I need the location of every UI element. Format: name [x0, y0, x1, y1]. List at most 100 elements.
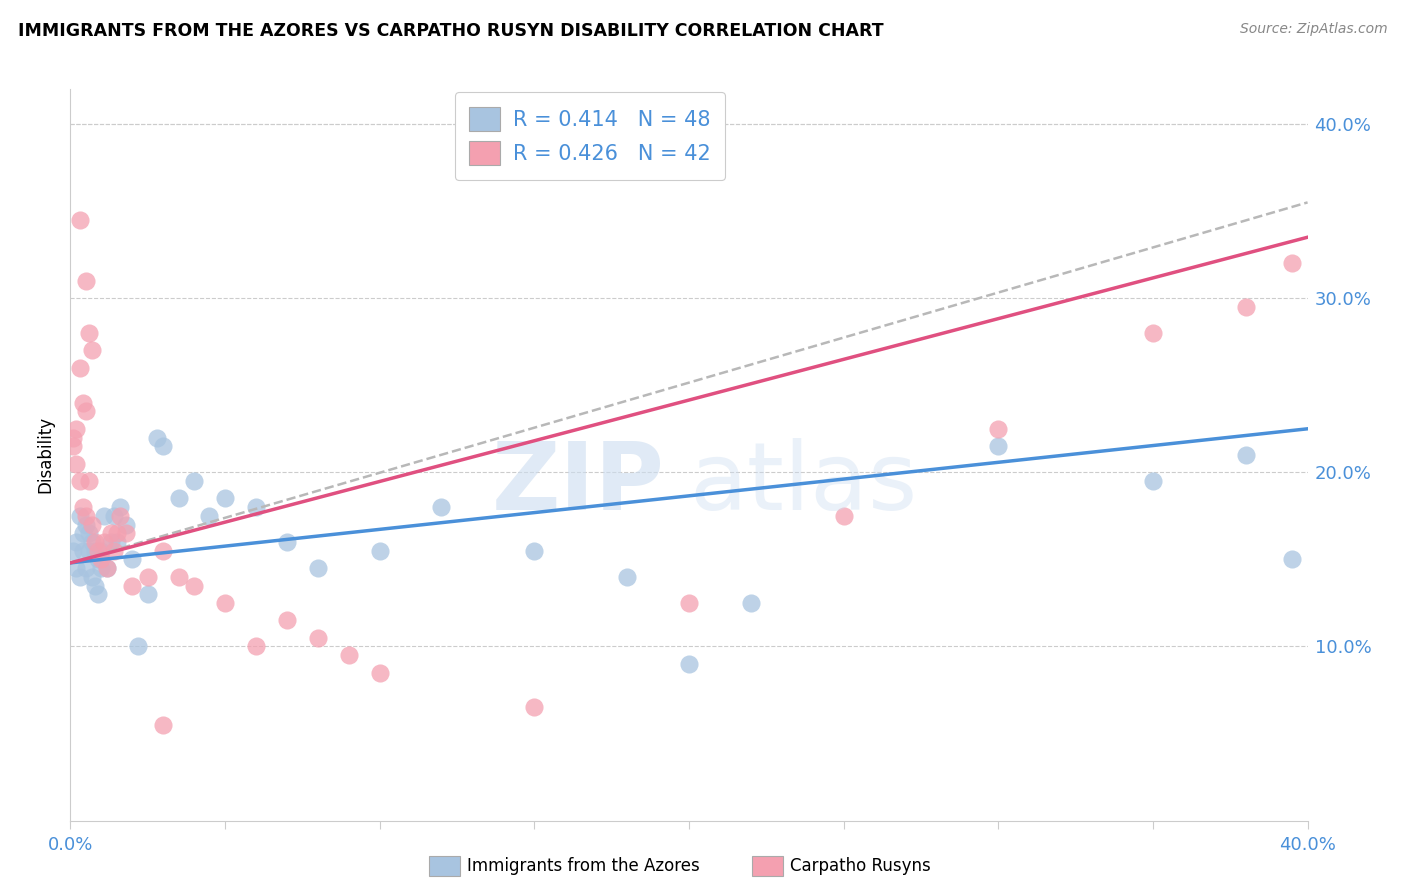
- Point: [84, 578, 107, 592]
- Point: [77, 326, 100, 340]
- Point: [75, 561, 97, 575]
- Point: [214, 491, 236, 506]
- Point: [678, 596, 700, 610]
- Point: [108, 508, 131, 523]
- Point: [368, 543, 391, 558]
- Point: [72, 543, 94, 558]
- Point: [245, 640, 267, 654]
- Point: [987, 422, 1010, 436]
- Point: [368, 665, 391, 680]
- Point: [103, 543, 125, 558]
- Point: [121, 578, 143, 592]
- Point: [245, 500, 267, 515]
- Point: [105, 526, 128, 541]
- Point: [183, 474, 205, 488]
- Y-axis label: Disability: Disability: [37, 417, 55, 493]
- Point: [136, 570, 159, 584]
- Point: [65, 535, 87, 549]
- Point: [152, 718, 174, 732]
- Point: [1234, 448, 1257, 462]
- Point: [1142, 326, 1164, 340]
- Point: [96, 561, 118, 575]
- Point: [69, 508, 91, 523]
- Point: [87, 587, 110, 601]
- Point: [62, 543, 84, 558]
- Point: [69, 360, 91, 375]
- Point: [69, 212, 91, 227]
- Point: [72, 526, 94, 541]
- Point: [100, 535, 122, 549]
- Text: Source: ZipAtlas.com: Source: ZipAtlas.com: [1240, 22, 1388, 37]
- Point: [77, 543, 100, 558]
- Point: [121, 552, 143, 566]
- Point: [167, 570, 190, 584]
- Point: [72, 395, 94, 409]
- Point: [740, 596, 762, 610]
- Point: [80, 570, 103, 584]
- Point: [1142, 474, 1164, 488]
- Point: [65, 561, 87, 575]
- Point: [75, 517, 97, 532]
- Point: [523, 543, 546, 558]
- Point: [93, 535, 115, 549]
- Point: [115, 526, 138, 541]
- Point: [108, 500, 131, 515]
- Point: [1281, 552, 1303, 566]
- Point: [987, 439, 1010, 453]
- Point: [832, 508, 855, 523]
- Point: [276, 613, 298, 627]
- Point: [523, 700, 546, 714]
- Point: [62, 430, 84, 444]
- Point: [90, 543, 112, 558]
- Point: [136, 587, 159, 601]
- Point: [152, 543, 174, 558]
- Point: [115, 517, 138, 532]
- Point: [616, 570, 638, 584]
- Point: [80, 343, 103, 358]
- Point: [87, 552, 110, 566]
- Point: [69, 474, 91, 488]
- Text: Immigrants from the Azores: Immigrants from the Azores: [467, 857, 700, 875]
- Point: [678, 657, 700, 671]
- Point: [276, 535, 298, 549]
- Point: [103, 508, 125, 523]
- Point: [96, 561, 118, 575]
- Point: [307, 631, 329, 645]
- Point: [77, 526, 100, 541]
- Point: [77, 474, 100, 488]
- Point: [75, 508, 97, 523]
- Point: [69, 570, 91, 584]
- Point: [198, 508, 221, 523]
- Point: [72, 500, 94, 515]
- Point: [84, 543, 107, 558]
- Point: [65, 457, 87, 471]
- Point: [90, 561, 112, 575]
- Point: [1281, 256, 1303, 270]
- Legend: R = 0.414   N = 48, R = 0.426   N = 42: R = 0.414 N = 48, R = 0.426 N = 42: [454, 92, 725, 180]
- Point: [62, 439, 84, 453]
- Point: [75, 404, 97, 418]
- Point: [93, 508, 115, 523]
- Point: [307, 561, 329, 575]
- Text: Carpatho Rusyns: Carpatho Rusyns: [790, 857, 931, 875]
- Point: [105, 535, 128, 549]
- Point: [75, 274, 97, 288]
- Text: ZIP: ZIP: [491, 438, 664, 530]
- Point: [214, 596, 236, 610]
- Point: [146, 430, 169, 444]
- Point: [337, 648, 360, 663]
- Point: [430, 500, 453, 515]
- Point: [87, 543, 110, 558]
- Point: [127, 640, 149, 654]
- Point: [167, 491, 190, 506]
- Point: [1234, 300, 1257, 314]
- Point: [65, 422, 87, 436]
- Point: [80, 517, 103, 532]
- Point: [183, 578, 205, 592]
- Point: [84, 535, 107, 549]
- Text: atlas: atlas: [689, 438, 917, 530]
- Point: [90, 552, 112, 566]
- Point: [152, 439, 174, 453]
- Text: IMMIGRANTS FROM THE AZORES VS CARPATHO RUSYN DISABILITY CORRELATION CHART: IMMIGRANTS FROM THE AZORES VS CARPATHO R…: [18, 22, 884, 40]
- Point: [80, 535, 103, 549]
